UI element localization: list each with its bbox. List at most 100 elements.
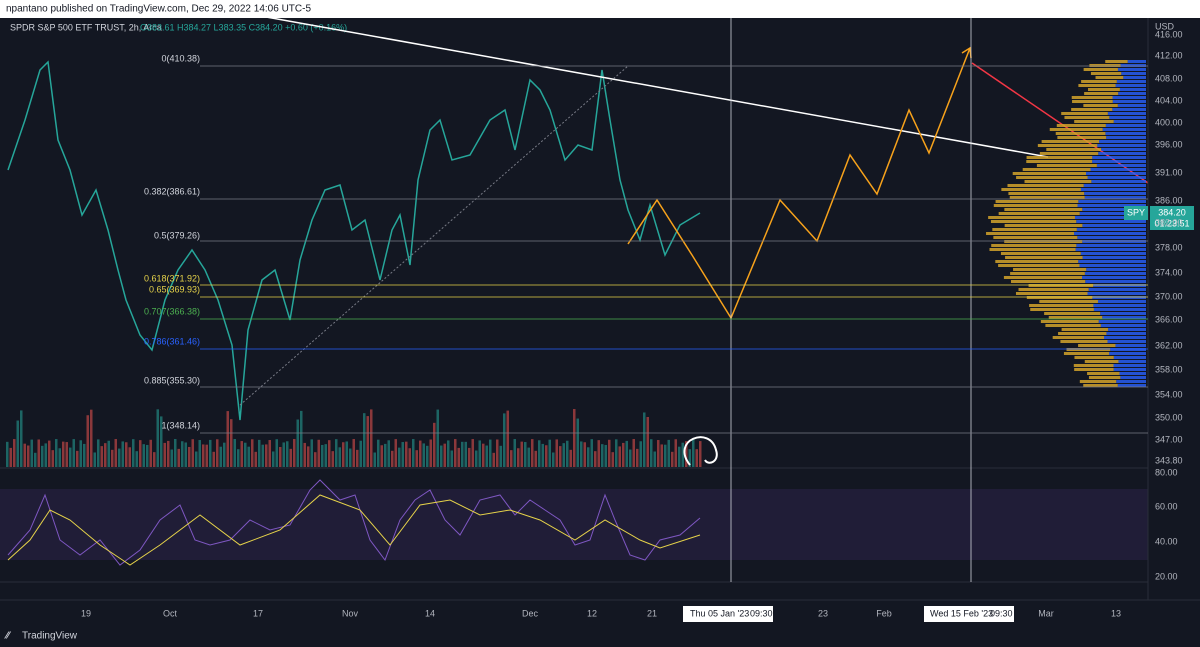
vp-gold	[1083, 104, 1118, 107]
volume-bar	[300, 410, 303, 467]
volume-bar	[275, 439, 278, 467]
volume-bar	[296, 419, 299, 467]
volume-bar	[447, 440, 450, 467]
volume-bar	[538, 440, 541, 467]
vp-gold	[1071, 96, 1113, 99]
vp-blue	[1113, 368, 1146, 371]
vp-blue	[1121, 72, 1146, 75]
vp-gold	[1028, 284, 1094, 287]
volume-bar	[251, 439, 254, 467]
vp-blue	[1097, 300, 1146, 303]
vp-blue	[1079, 264, 1146, 267]
volume-bar	[408, 448, 411, 467]
vp-gold	[1039, 152, 1099, 155]
vp-gold	[1084, 360, 1119, 363]
volume-bar	[587, 447, 590, 467]
rsi-ma	[7, 494, 701, 566]
vp-blue	[1109, 352, 1146, 355]
volume-bar	[524, 442, 527, 467]
price-label: 354.00	[1155, 389, 1183, 399]
vp-blue	[1100, 312, 1146, 315]
volume-bar	[384, 443, 387, 467]
volume-bar	[377, 439, 380, 467]
vp-gold	[1052, 336, 1105, 339]
volume-bar	[478, 440, 481, 467]
vp-blue	[1096, 164, 1146, 167]
volume-bar	[636, 448, 639, 467]
volume-bar	[114, 439, 117, 467]
vp-blue	[1093, 284, 1146, 287]
volume-bar	[27, 445, 30, 467]
volume-bar	[639, 441, 642, 467]
volume-bar	[559, 446, 562, 467]
vp-gold	[992, 228, 1077, 231]
volume-bar	[174, 439, 177, 467]
volume-bar	[149, 439, 152, 467]
top-bar	[0, 0, 1200, 18]
volume-bar	[139, 440, 142, 467]
vp-gold	[998, 264, 1080, 267]
volume-bar	[422, 443, 425, 467]
volume-bar	[265, 444, 268, 467]
volume-bar	[405, 441, 408, 467]
vp-gold	[1083, 68, 1118, 71]
fib-label: 0.618(371.92)	[144, 273, 200, 283]
volume-bar	[188, 446, 191, 467]
vp-gold	[1078, 344, 1116, 347]
vp-gold	[1083, 384, 1118, 387]
volume-bar	[566, 440, 569, 467]
volume-bar	[335, 439, 338, 467]
volume-bar	[496, 439, 499, 467]
rsi-label: 60.00	[1155, 501, 1178, 511]
volume-bar	[510, 450, 513, 467]
vp-blue	[1079, 212, 1146, 215]
volume-bar	[359, 440, 362, 467]
volume-bar	[548, 439, 551, 467]
vp-blue	[1100, 324, 1146, 327]
volume-bar	[643, 412, 646, 467]
badge-symbol-bg	[1124, 206, 1148, 220]
vp-blue	[1076, 220, 1146, 223]
volume-bar	[583, 442, 586, 467]
volume-bar	[83, 443, 86, 467]
volume-bar	[16, 420, 19, 467]
vp-gold	[991, 244, 1077, 247]
vp-gold	[1000, 252, 1081, 255]
volume-bar	[618, 446, 621, 467]
volume-bar	[653, 451, 656, 467]
volume-bar	[282, 442, 285, 467]
volume-bar	[345, 441, 348, 467]
rsi-label: 40.00	[1155, 536, 1178, 546]
vp-gold	[1087, 372, 1120, 375]
volume-bar	[65, 442, 68, 467]
vp-blue	[1082, 256, 1146, 259]
vp-gold	[1008, 192, 1085, 195]
vp-gold	[1026, 160, 1093, 163]
time-marker-bg	[924, 606, 1014, 622]
vp-gold	[1040, 320, 1099, 323]
volume-bar	[328, 440, 331, 467]
volume-bar	[398, 447, 401, 467]
volume-bar	[261, 444, 264, 467]
vp-gold	[1016, 176, 1088, 179]
vp-gold	[1088, 376, 1121, 379]
vp-blue	[1092, 156, 1146, 159]
volume-bar	[692, 439, 695, 467]
vp-gold	[1087, 88, 1120, 91]
price-label: 347.00	[1155, 434, 1183, 444]
vp-blue	[1113, 364, 1146, 367]
volume-bar	[321, 444, 324, 467]
volume-bar	[146, 444, 149, 467]
volume-bar	[552, 452, 555, 467]
rsi-band	[0, 489, 1148, 560]
vp-gold	[1095, 76, 1124, 79]
fib-label: 0.5(379.26)	[154, 230, 200, 240]
volume-bar	[121, 441, 124, 467]
vp-gold	[1071, 108, 1113, 111]
volume-bar	[128, 447, 131, 467]
volume-bar	[125, 442, 128, 467]
volume-bar	[503, 413, 506, 467]
volume-bar	[415, 450, 418, 467]
vp-gold	[1026, 296, 1093, 299]
volume-bar	[678, 446, 681, 467]
